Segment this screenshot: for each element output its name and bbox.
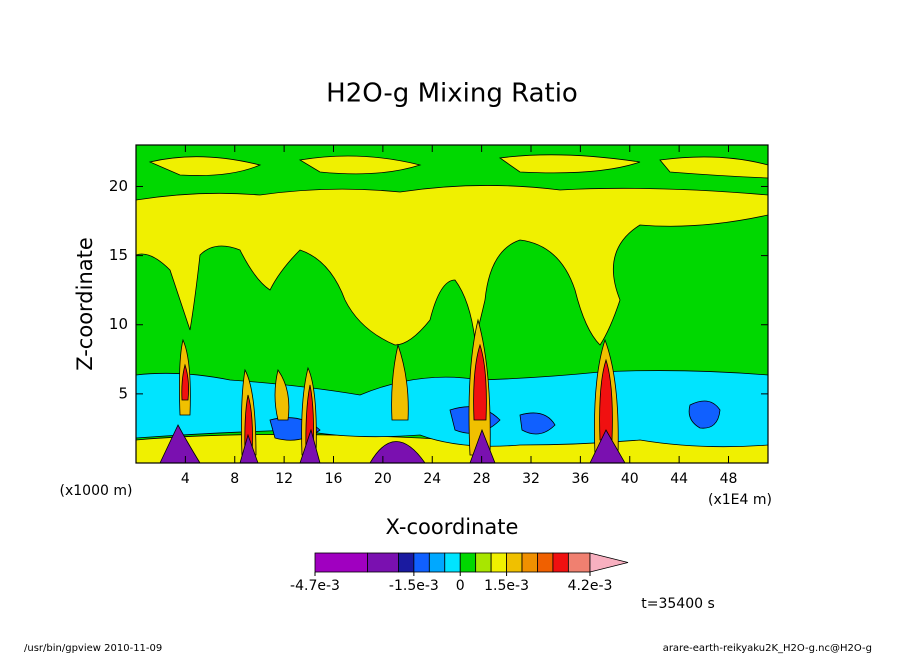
x-unit-left: (x1000 m) xyxy=(60,483,133,499)
colorbar-segment xyxy=(537,552,554,573)
colorbar-segment xyxy=(367,552,399,573)
y-tick-label: 20 xyxy=(109,177,128,195)
colorbar-tick-label: -1.5e-3 xyxy=(389,578,439,594)
x-tick-label: 36 xyxy=(571,471,589,487)
colorbar-segment xyxy=(475,552,492,573)
colorbar-segment xyxy=(521,552,538,573)
colorbar-tick-label: 0 xyxy=(456,578,465,594)
plot-frame xyxy=(135,144,769,464)
x-tick-label: 28 xyxy=(473,471,491,487)
colorbar-extend xyxy=(589,552,629,573)
x-axis-label: X-coordinate xyxy=(386,515,519,539)
x-tick-label: 8 xyxy=(230,471,239,487)
y-tick-label: 15 xyxy=(109,246,128,264)
x-tick-label: 4 xyxy=(181,471,190,487)
colorbar-segment xyxy=(444,552,461,573)
colorbar-tick-label: -4.7e-3 xyxy=(290,578,340,594)
contour-field xyxy=(136,145,768,463)
time-label: t=35400 s xyxy=(641,596,715,612)
chart-title: H2O-g Mixing Ratio xyxy=(326,79,578,109)
x-tick-label: 48 xyxy=(720,471,738,487)
x-tick-label: 44 xyxy=(670,471,688,487)
x-tick-label: 12 xyxy=(275,471,293,487)
x-tick-label: 16 xyxy=(325,471,343,487)
y-axis-label: Z-coordinate xyxy=(73,237,97,371)
x-tick-label: 20 xyxy=(374,471,392,487)
footer-right: arare-earth-reikyaku2K_H2O-g.nc@H2O-g xyxy=(663,643,872,654)
colorbar-segment xyxy=(506,552,523,573)
colorbar-tick-label: 4.2e-3 xyxy=(568,578,613,594)
x-unit-right: (x1E4 m) xyxy=(708,492,772,508)
colorbar-segment xyxy=(428,552,446,573)
footer-left: /usr/bin/gpview 2010-11-09 xyxy=(24,643,162,654)
colorbar-tick-label: 1.5e-3 xyxy=(484,578,529,594)
colorbar-segment xyxy=(490,552,507,573)
colorbar-segment xyxy=(398,552,415,573)
x-tick-label: 24 xyxy=(423,471,441,487)
x-tick-label: 40 xyxy=(621,471,639,487)
colorbar-segment xyxy=(552,552,569,573)
y-tick-label: 5 xyxy=(118,384,128,402)
x-tick-label: 32 xyxy=(522,471,540,487)
colorbar-segment xyxy=(459,552,477,573)
y-tick-label: 10 xyxy=(109,315,128,333)
colorbar-segment xyxy=(567,552,591,573)
colorbar-segment xyxy=(314,552,368,573)
colorbar-segment xyxy=(413,552,430,573)
